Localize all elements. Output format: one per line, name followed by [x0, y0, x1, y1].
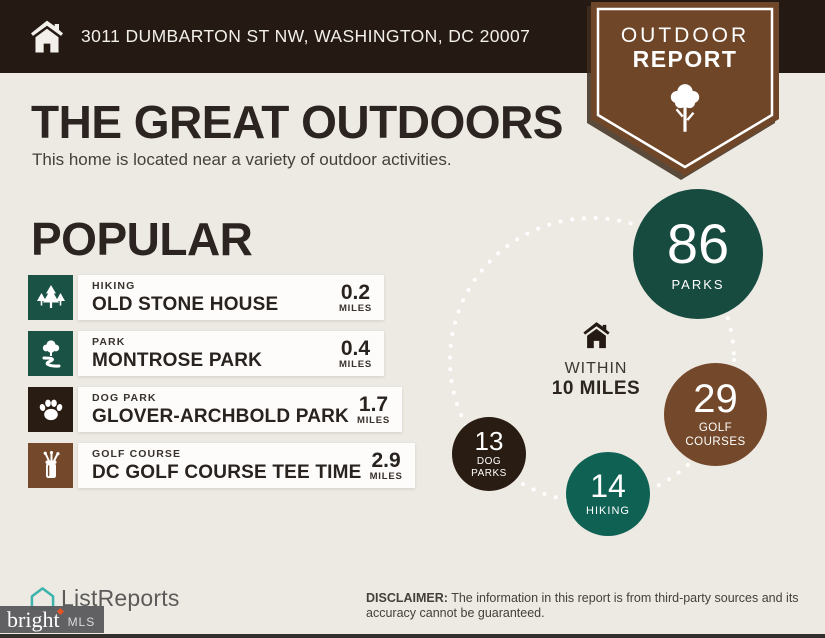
golf-bag-icon — [43, 450, 59, 478]
place-icon-tile — [28, 275, 73, 320]
page-subtitle: This home is located near a variety of o… — [32, 150, 452, 169]
place-category: PARK — [92, 335, 126, 348]
place-name: GLOVER-ARCHBOLD PARK — [92, 405, 349, 427]
stat-value: 13 — [474, 426, 504, 456]
stat-label: PARKS — [671, 276, 725, 292]
place-name: MONTROSE PARK — [92, 349, 263, 371]
stat-label: HIKING — [586, 504, 630, 517]
place-card: HIKING OLD STONE HOUSE 0.2 MILES — [78, 275, 384, 320]
place-card: GOLF COURSE DC GOLF COURSE TEE TIME 2.9 … — [78, 443, 415, 488]
disclaimer-label: DISCLAIMER: — [366, 591, 448, 605]
place-icon-tile — [28, 443, 73, 488]
place-icon-tile — [28, 387, 73, 432]
place-row-dog-park: DOG PARK GLOVER-ARCHBOLD PARK 1.7 MILES — [28, 387, 403, 432]
stat-label: GOLF COURSES — [685, 422, 746, 448]
property-address: 3011 DUMBARTON ST NW, WASHINGTON, DC 200… — [81, 26, 531, 46]
place-distance: 2.9 MILES — [369, 448, 403, 482]
stat-bubble-hiking: 14 HIKING — [566, 452, 650, 536]
stat-bubble-golf-courses: 29 GOLF COURSES — [664, 363, 767, 466]
stat-value: 86 — [666, 211, 730, 275]
within-label: WITHIN — [564, 360, 628, 377]
place-distance: 0.2 MILES — [338, 280, 372, 314]
house-icon — [582, 322, 610, 349]
within-10-miles-hub: WITHIN 10 MILES — [531, 320, 661, 400]
brightmls-suffix: MLS — [67, 614, 96, 629]
within-radius: 10 MILES — [551, 378, 641, 399]
popular-list: HIKING OLD STONE HOUSE 0.2 MILES — [28, 275, 415, 499]
stat-bubble-dog-parks: 13 DOG PARKS — [452, 417, 526, 491]
paw-icon — [39, 399, 62, 420]
badge-title-line1: OUTDOOR — [620, 24, 750, 47]
place-row-park: PARK MONTROSE PARK 0.4 MILES — [28, 331, 384, 376]
place-card: PARK MONTROSE PARK 0.4 MILES — [78, 331, 384, 376]
brightmls-word: bright — [7, 606, 60, 632]
disclaimer-text: DISCLAIMER: The information in this repo… — [366, 591, 799, 621]
stat-bubble-parks: 86 PARKS — [633, 189, 763, 319]
park-tree-icon — [42, 339, 60, 368]
bottom-bar — [0, 634, 825, 638]
place-distance: 1.7 MILES — [356, 392, 391, 426]
brightmls-watermark: bright MLS — [0, 606, 104, 633]
stat-value: 14 — [590, 467, 626, 504]
popular-heading: POPULAR — [31, 213, 253, 265]
place-name: OLD STONE HOUSE — [92, 293, 279, 315]
place-icon-tile — [28, 331, 73, 376]
place-row-hiking: HIKING OLD STONE HOUSE 0.2 MILES — [28, 275, 384, 320]
badge-title-line2: REPORT — [632, 46, 738, 72]
place-distance: 0.4 MILES — [338, 336, 372, 370]
place-card: DOG PARK GLOVER-ARCHBOLD PARK 1.7 MILES — [78, 387, 403, 432]
home-icon — [30, 20, 64, 52]
place-category: GOLF COURSE — [92, 447, 182, 460]
outdoor-report-badge: OUTDOOR REPORT — [591, 0, 779, 178]
place-category: DOG PARK — [92, 391, 157, 404]
pine-trees-icon — [36, 284, 65, 308]
place-category: HIKING — [92, 279, 136, 292]
place-row-golf: GOLF COURSE DC GOLF COURSE TEE TIME 2.9 … — [28, 443, 415, 488]
page-title: THE GREAT OUTDOORS — [31, 96, 563, 148]
tree-icon — [670, 84, 700, 132]
place-name: DC GOLF COURSE TEE TIME — [92, 461, 362, 483]
stat-value: 29 — [693, 377, 738, 422]
stat-label: DOG PARKS — [471, 456, 507, 479]
